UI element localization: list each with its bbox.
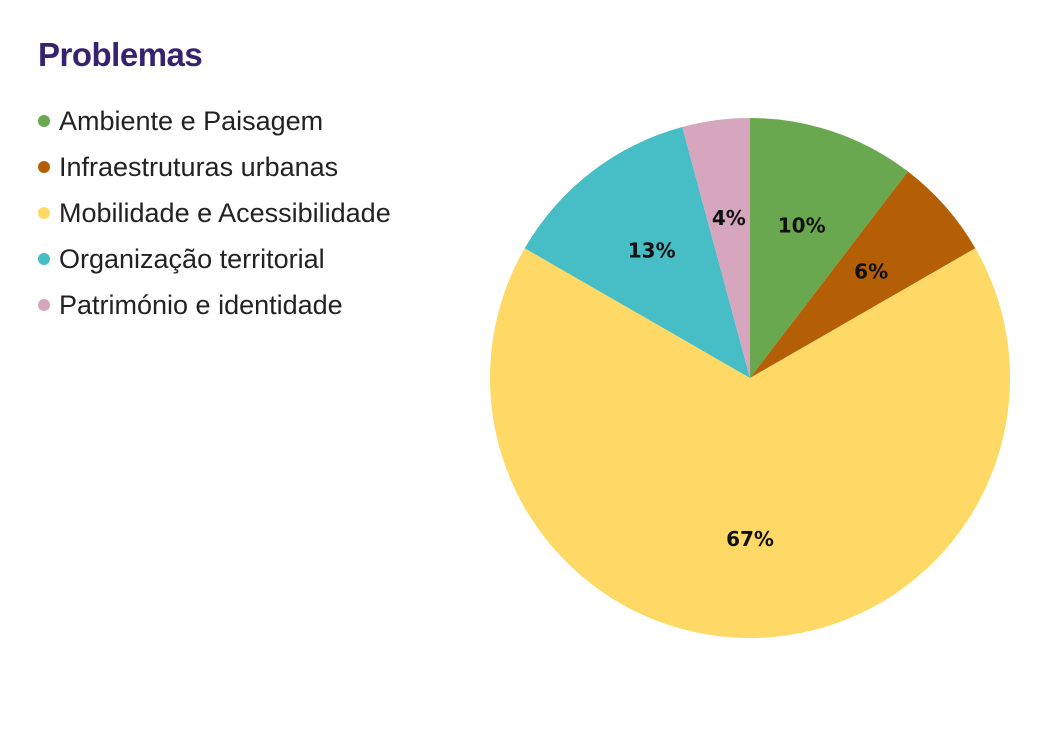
legend-label: Ambiente e Paisagem bbox=[59, 105, 324, 136]
legend-swatch bbox=[38, 253, 50, 265]
legend-item: Organização territorial bbox=[38, 236, 391, 282]
slice-data-label: 67% bbox=[726, 527, 774, 551]
slice-data-label: 10% bbox=[778, 213, 826, 237]
pie-slice bbox=[750, 118, 908, 378]
legend-label: Infraestruturas urbanas bbox=[59, 151, 339, 182]
legend: Ambiente e Paisagem Infraestruturas urba… bbox=[38, 98, 391, 328]
chart-title: Problemas bbox=[38, 36, 203, 73]
slice-data-label: 6% bbox=[854, 260, 888, 284]
legend-swatch bbox=[38, 299, 50, 311]
legend-label: Património e identidade bbox=[59, 289, 343, 320]
legend-swatch bbox=[38, 161, 50, 173]
pie-slice bbox=[524, 126, 750, 378]
legend-item: Património e identidade bbox=[38, 282, 391, 328]
legend-item: Mobilidade e Acessibilidade bbox=[38, 190, 391, 236]
legend-item: Ambiente e Paisagem bbox=[38, 98, 391, 144]
legend-label: Organização territorial bbox=[59, 243, 325, 274]
pie-slice bbox=[489, 248, 1011, 638]
legend-item: Infraestruturas urbanas bbox=[38, 144, 391, 190]
slice-data-label: 4% bbox=[712, 206, 746, 230]
slice-data-label: 13% bbox=[628, 238, 676, 262]
legend-label: Mobilidade e Acessibilidade bbox=[59, 197, 391, 228]
pie-slice bbox=[750, 171, 976, 378]
pie-slice bbox=[682, 118, 750, 378]
legend-swatch bbox=[38, 115, 50, 127]
legend-swatch bbox=[38, 207, 50, 219]
